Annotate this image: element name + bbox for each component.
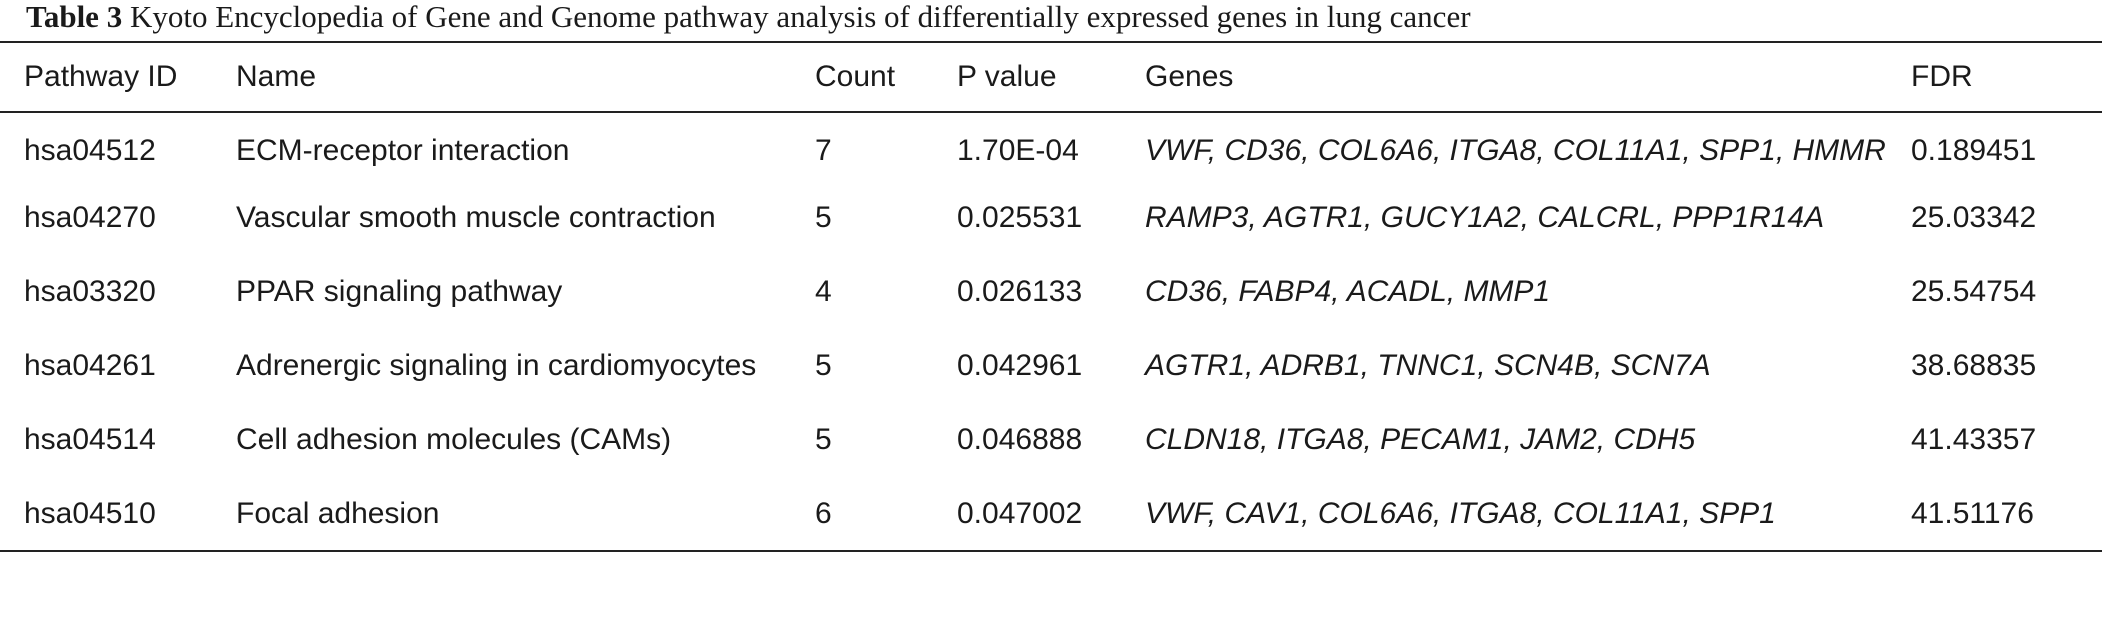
pathway-id-cell: hsa03320	[24, 275, 156, 308]
p-value-cell: 1.70E-04	[957, 134, 1079, 167]
caption-label: Table 3	[26, 0, 123, 34]
name-cell: Cell adhesion molecules (CAMs)	[236, 423, 672, 456]
count-cell: 4	[815, 275, 832, 308]
table-row: hsa04261 Adrenergic signaling in cardiom…	[0, 328, 2102, 402]
header-name: Name	[236, 42, 815, 113]
table-row: hsa03320 PPAR signaling pathway 4 0.0261…	[0, 254, 2102, 328]
name-cell: Vascular smooth muscle contraction	[236, 201, 716, 234]
p-value-cell: 0.025531	[957, 201, 1083, 234]
table-row: hsa04510 Focal adhesion 6 0.047002 VWF, …	[0, 476, 2102, 551]
table-row: hsa04512 ECM-receptor interaction 7 1.70…	[0, 112, 2102, 187]
count-cell: 7	[815, 134, 832, 167]
table-row: hsa04270 Vascular smooth muscle contract…	[0, 187, 2102, 254]
name-cell: Focal adhesion	[236, 497, 440, 530]
name-cell: ECM-receptor interaction	[236, 134, 570, 167]
header-row: Pathway ID Name Count P value Genes FDR	[0, 42, 2102, 113]
pathway-id-cell: hsa04514	[24, 423, 156, 456]
name-cell: PPAR signaling pathway	[236, 275, 563, 308]
p-value-cell: 0.026133	[957, 275, 1083, 308]
header-genes: Genes	[1145, 42, 1911, 113]
count-cell: 5	[815, 423, 832, 456]
fdr-cell: 25.54754	[1911, 275, 2037, 308]
table-caption: Table 3 Kyoto Encyclopedia of Gene and G…	[26, 0, 1471, 40]
genes-cell: RAMP3, AGTR1, GUCY1A2, CALCRL, PPP1R14A	[1145, 201, 1825, 234]
genes-cell: CD36, FABP4, ACADL, MMP1	[1145, 275, 1551, 308]
genes-cell: AGTR1, ADRB1, TNNC1, SCN4B, SCN7A	[1145, 349, 1711, 382]
genes-cell: CLDN18, ITGA8, PECAM1, JAM2, CDH5	[1145, 423, 1696, 456]
p-value-cell: 0.046888	[957, 423, 1083, 456]
header-fdr: FDR	[1911, 42, 2102, 113]
genes-cell: VWF, CAV1, COL6A6, ITGA8, COL11A1, SPP1	[1145, 497, 1776, 530]
pathway-id-cell: hsa04261	[24, 349, 156, 382]
pathway-id-cell: hsa04270	[24, 201, 156, 234]
fdr-cell: 41.43357	[1911, 423, 2037, 456]
name-cell: Adrenergic signaling in cardiomyocytes	[236, 349, 757, 382]
pathway-id-cell: hsa04510	[24, 497, 156, 530]
count-cell: 5	[815, 201, 832, 234]
header-count: Count	[815, 42, 957, 113]
pathway-id-cell: hsa04512	[24, 134, 156, 167]
fdr-cell: 25.03342	[1911, 201, 2037, 234]
caption-text: Kyoto Encyclopedia of Gene and Genome pa…	[129, 0, 1471, 34]
count-cell: 5	[815, 349, 832, 382]
count-cell: 6	[815, 497, 832, 530]
p-value-cell: 0.047002	[957, 497, 1083, 530]
fdr-cell: 38.68835	[1911, 349, 2037, 382]
pathway-table: Pathway ID Name Count P value Genes FDR …	[0, 41, 2102, 552]
p-value-cell: 0.042961	[957, 349, 1083, 382]
header-p-value: P value	[957, 42, 1145, 113]
table-row: hsa04514 Cell adhesion molecules (CAMs) …	[0, 402, 2102, 476]
genes-cell: VWF, CD36, COL6A6, ITGA8, COL11A1, SPP1,…	[1145, 134, 1886, 167]
fdr-cell: 41.51176	[1911, 497, 2034, 530]
fdr-cell: 0.189451	[1911, 134, 2037, 167]
header-pathway-id: Pathway ID	[0, 42, 236, 113]
